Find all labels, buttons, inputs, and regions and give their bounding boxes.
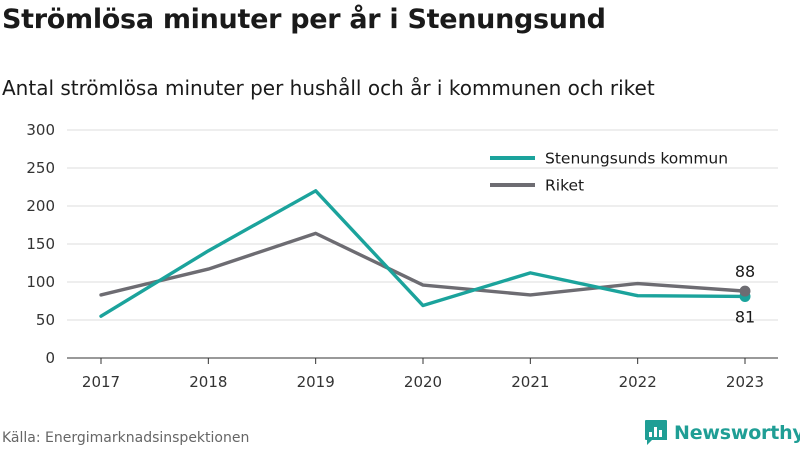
legend-label: Riket bbox=[545, 177, 584, 195]
end-value-label: 81 bbox=[735, 307, 755, 326]
y-tick-label: 50 bbox=[36, 311, 55, 329]
grid-lines bbox=[67, 129, 778, 321]
legend: Stenungsunds kommun Riket bbox=[490, 150, 728, 195]
x-tick-label: 2020 bbox=[404, 373, 442, 391]
brand-logo: Newsworthy bbox=[644, 419, 800, 446]
x-tick-label: 2022 bbox=[619, 373, 657, 391]
y-tick-label: 250 bbox=[26, 159, 55, 177]
x-tick-label: 2017 bbox=[82, 373, 120, 391]
legend-label: Stenungsunds kommun bbox=[545, 150, 728, 168]
y-tick-label: 300 bbox=[26, 121, 55, 139]
y-axis: 0 50 100 150 200 250 300 bbox=[26, 121, 55, 367]
chart-subtitle: Antal strömlösa minuter per hushåll och … bbox=[2, 76, 655, 100]
x-axis: 2017 2018 2019 2020 2021 2022 2023 bbox=[67, 357, 778, 391]
bar-chart-logo-icon bbox=[645, 420, 667, 445]
y-tick-label: 150 bbox=[26, 235, 55, 253]
y-tick-label: 0 bbox=[45, 349, 55, 367]
series-line bbox=[99, 231, 747, 297]
series-lines: 81 88 bbox=[99, 189, 755, 326]
y-tick-label: 100 bbox=[26, 273, 55, 291]
series-line bbox=[99, 189, 747, 318]
chart-title: Strömlösa minuter per år i Stenungsund bbox=[2, 4, 606, 35]
y-tick-label: 200 bbox=[26, 197, 55, 215]
end-value-label: 88 bbox=[735, 262, 755, 281]
x-tick-label: 2021 bbox=[511, 373, 549, 391]
brand-name: Newsworthy bbox=[674, 421, 800, 444]
x-tick-label: 2023 bbox=[726, 373, 764, 391]
x-tick-label: 2018 bbox=[189, 373, 227, 391]
series-end-point bbox=[739, 285, 751, 297]
x-tick-label: 2019 bbox=[297, 373, 335, 391]
source-note: Källa: Energimarknadsinspektionen bbox=[2, 430, 250, 446]
